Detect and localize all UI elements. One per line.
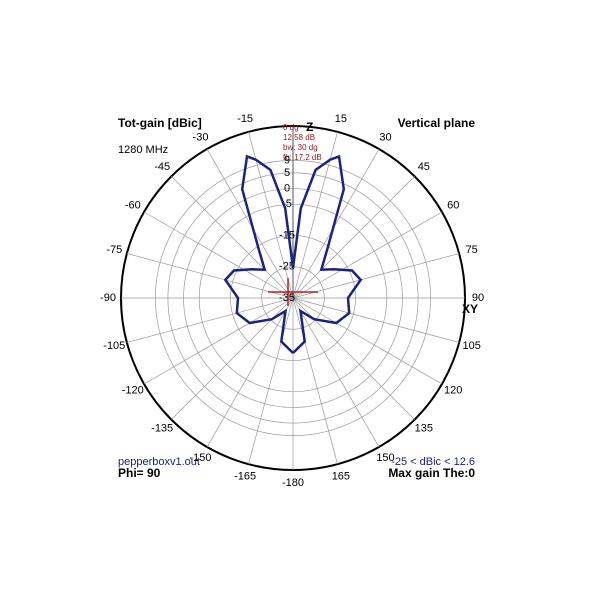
chart-title: Tot-gain [dBic]	[118, 116, 202, 130]
theta-tick-label: -15	[237, 113, 253, 125]
grid-spoke	[292, 176, 415, 299]
theta-tick-label: -165	[234, 471, 256, 483]
chart-subtitle: Vertical plane	[398, 116, 476, 130]
theta-tick-label: -180	[282, 477, 304, 489]
theta-tick-label: 105	[463, 340, 481, 352]
theta-tick-label: -90	[100, 292, 116, 304]
theta-tick-label: -120	[122, 384, 144, 396]
theta-tick-label: 75	[466, 244, 478, 256]
grid-spoke	[292, 148, 380, 299]
peak-info: 0 dg	[283, 123, 299, 132]
max-gain-label: Max gain The:0	[388, 466, 475, 480]
grid-spoke	[292, 253, 460, 299]
grid-spoke	[292, 297, 380, 448]
grid-spoke	[292, 211, 443, 299]
r-tick-label: -5	[282, 198, 292, 210]
theta-tick-label: 165	[332, 471, 350, 483]
theta-tick-label: -45	[154, 161, 170, 173]
grid-spoke	[206, 297, 294, 448]
theta-tick-label: 15	[335, 113, 347, 125]
r-tick-label: -25	[279, 261, 295, 273]
r-tick-label: 0	[284, 182, 290, 194]
theta-tick-label: -135	[151, 423, 173, 435]
frequency: 1280 MHz	[118, 144, 168, 156]
theta-tick-label: -150	[189, 452, 211, 464]
phi-label: Phi= 90	[118, 466, 161, 480]
peak-info: fb: 17.2 dB	[283, 153, 322, 162]
grid-spoke	[143, 297, 294, 385]
theta-tick-label: -105	[103, 340, 125, 352]
theta-tick-label: -75	[106, 244, 122, 256]
grid-spoke	[126, 253, 294, 299]
grid-spoke	[292, 297, 443, 385]
grid-spoke	[292, 297, 338, 465]
range-label: -25 < dBic < 12.6	[391, 456, 475, 468]
peak-info: bw: 30 dg	[283, 143, 318, 152]
r-tick-label: -15	[279, 229, 295, 241]
theta-tick-label: 60	[447, 199, 459, 211]
grid-spoke	[206, 148, 294, 299]
peak-info: 12.58 dB	[283, 133, 315, 142]
grid-spoke	[143, 211, 294, 299]
theta-tick-label: 150	[376, 452, 394, 464]
theta-tick-label: 90	[472, 292, 484, 304]
theta-tick-label: 135	[415, 423, 433, 435]
grid-spoke	[126, 297, 294, 343]
grid-spoke	[171, 176, 294, 299]
z-axis-label: Z	[306, 120, 313, 134]
theta-tick-label: 120	[444, 384, 462, 396]
theta-tick-label: -30	[193, 132, 209, 144]
r-tick-label: 5	[284, 167, 290, 179]
theta-tick-label: 30	[379, 132, 391, 144]
file-name: pepperboxv1.out	[118, 456, 200, 468]
pattern-line	[223, 154, 363, 354]
r-tick-label: -35	[279, 292, 295, 304]
theta-tick-label: 45	[418, 161, 430, 173]
theta-tick-label: -60	[125, 199, 141, 211]
r-tick-label: 9	[284, 154, 290, 166]
grid-spoke	[292, 297, 460, 343]
grid-spoke	[248, 297, 294, 465]
xy-axis-label: XY	[462, 302, 478, 316]
